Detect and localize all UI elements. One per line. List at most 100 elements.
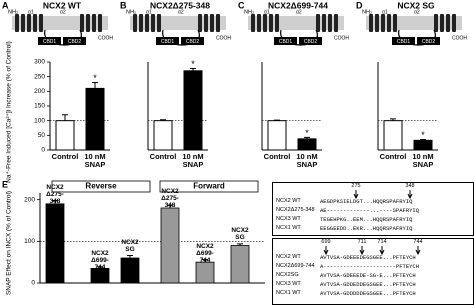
helix bbox=[139, 14, 143, 32]
panel-letter: C bbox=[238, 0, 245, 10]
helix bbox=[316, 14, 320, 32]
sequence: TEGEHPKG..EEM...HQQRSPAFRYIQ bbox=[320, 216, 413, 223]
helix-label: α1 bbox=[264, 9, 270, 15]
bar bbox=[195, 261, 215, 284]
bar-label: NCX2 Δ699-744 bbox=[196, 242, 214, 264]
panel-title: NCX2 WT bbox=[43, 0, 82, 10]
sequence-name: NCX2Δ699-744 bbox=[276, 263, 315, 269]
sequence: AVTVSA-GDDEDDEGSGEE...PFTEYCH bbox=[320, 281, 416, 288]
c-term: COOH bbox=[334, 35, 349, 41]
helix bbox=[440, 14, 444, 32]
c-term: COOH bbox=[98, 35, 113, 41]
y-tick-label: 200 bbox=[34, 88, 45, 95]
position-marker: 699 bbox=[321, 239, 331, 245]
helix bbox=[98, 14, 102, 32]
x-tick-label: 10 nM SNAP bbox=[182, 152, 204, 169]
sequence: A----------------------PFTEYCH bbox=[320, 263, 420, 270]
sequence-name: NCX1 WT bbox=[276, 225, 301, 231]
helix bbox=[322, 14, 326, 32]
bar bbox=[153, 120, 173, 151]
error-bar bbox=[167, 204, 173, 208]
helix bbox=[375, 14, 379, 32]
position-marker: 711 bbox=[357, 239, 367, 245]
x-tick-label: 10 nM SNAP bbox=[296, 152, 318, 169]
helix bbox=[198, 14, 202, 32]
cbd-label: CBD2 bbox=[68, 39, 82, 45]
panel-letter: D bbox=[356, 0, 363, 10]
helix bbox=[216, 14, 220, 32]
group-header: Forward bbox=[193, 182, 225, 191]
group-header-box bbox=[159, 180, 259, 193]
cbd bbox=[156, 37, 179, 45]
y-tick-label: 100 bbox=[24, 238, 35, 245]
bar-label: NCX2 SG bbox=[231, 226, 249, 241]
sequence-name: NCX2Δ275-348 bbox=[276, 207, 315, 213]
position-marker: 744 bbox=[413, 239, 423, 245]
error-bar bbox=[160, 119, 166, 121]
x-tick-label: Control bbox=[51, 152, 79, 161]
error-bar bbox=[127, 255, 133, 258]
cbd bbox=[392, 37, 415, 45]
n-term: NH₂ bbox=[244, 9, 254, 15]
bar bbox=[267, 120, 287, 151]
helix bbox=[269, 14, 273, 32]
significance: * bbox=[191, 59, 195, 69]
helix bbox=[27, 14, 31, 32]
y-tick-label: 0 bbox=[31, 280, 35, 287]
helix bbox=[263, 14, 267, 32]
panel-title: NCX2Δ699-744 bbox=[268, 0, 328, 10]
x-tick-label: Control bbox=[149, 152, 177, 161]
cbd-label: CBD1 bbox=[279, 39, 293, 45]
bar bbox=[55, 120, 75, 151]
sequence-name: NCX1 WT bbox=[276, 290, 301, 296]
cbd bbox=[63, 37, 86, 45]
n-term: NH₂ bbox=[126, 9, 136, 15]
y-tick-label: 300 bbox=[34, 59, 45, 66]
n-term: NH₂ bbox=[362, 9, 372, 15]
helix-label: α1 bbox=[382, 9, 388, 15]
group-header-box bbox=[51, 180, 151, 193]
sequence: AVTVSA-GDEEEDE-SG-E...PFTEYCH bbox=[320, 272, 416, 279]
marker-arrow bbox=[359, 246, 365, 256]
sequence: EEGGEEDD..EKR...HQQRSPAFRYIQ bbox=[320, 225, 413, 232]
x-tick-label: Control bbox=[263, 152, 291, 161]
cbd-label: CBD1 bbox=[397, 39, 411, 45]
cbd-label: CBD2 bbox=[304, 39, 318, 45]
y-tick-label: 0 bbox=[41, 147, 45, 154]
bar bbox=[230, 245, 250, 284]
helix bbox=[80, 14, 84, 32]
x-tick-label: 10 nM SNAP bbox=[84, 152, 106, 169]
position-marker: 714 bbox=[377, 239, 387, 245]
sequence-name: NCX2 WT bbox=[276, 254, 301, 260]
helix bbox=[251, 14, 255, 32]
x-tick-label: 10 nM SNAP bbox=[412, 152, 434, 169]
y-tick-label: 200 bbox=[24, 196, 35, 203]
helix bbox=[387, 14, 391, 32]
helix-label: α2 bbox=[296, 9, 302, 15]
y-axis-label: SNAP Effect on INCX (% of Control) bbox=[6, 191, 13, 295]
bar bbox=[383, 120, 403, 151]
cbd-label: CBD2 bbox=[186, 39, 200, 45]
helix-label: α1 bbox=[146, 9, 152, 15]
bar bbox=[297, 138, 317, 151]
bar-label: NCX2 SG bbox=[121, 238, 139, 253]
bar-label: NCX2 Δ699-744 bbox=[91, 249, 109, 271]
error-bar bbox=[97, 266, 103, 269]
helix bbox=[393, 14, 397, 32]
cbd bbox=[299, 37, 322, 45]
helix bbox=[210, 14, 214, 32]
cbd bbox=[417, 37, 440, 45]
c-term: COOH bbox=[216, 35, 231, 41]
y-tick-label: 250 bbox=[34, 73, 45, 80]
helix bbox=[145, 14, 149, 32]
helix bbox=[446, 14, 450, 32]
error-bar bbox=[62, 114, 68, 121]
error-bar bbox=[190, 67, 196, 71]
helix-label: α2 bbox=[60, 9, 66, 15]
helix-label: α2 bbox=[414, 9, 420, 15]
helix-label: α2 bbox=[178, 9, 184, 15]
helix bbox=[369, 14, 373, 32]
helix bbox=[39, 14, 43, 32]
